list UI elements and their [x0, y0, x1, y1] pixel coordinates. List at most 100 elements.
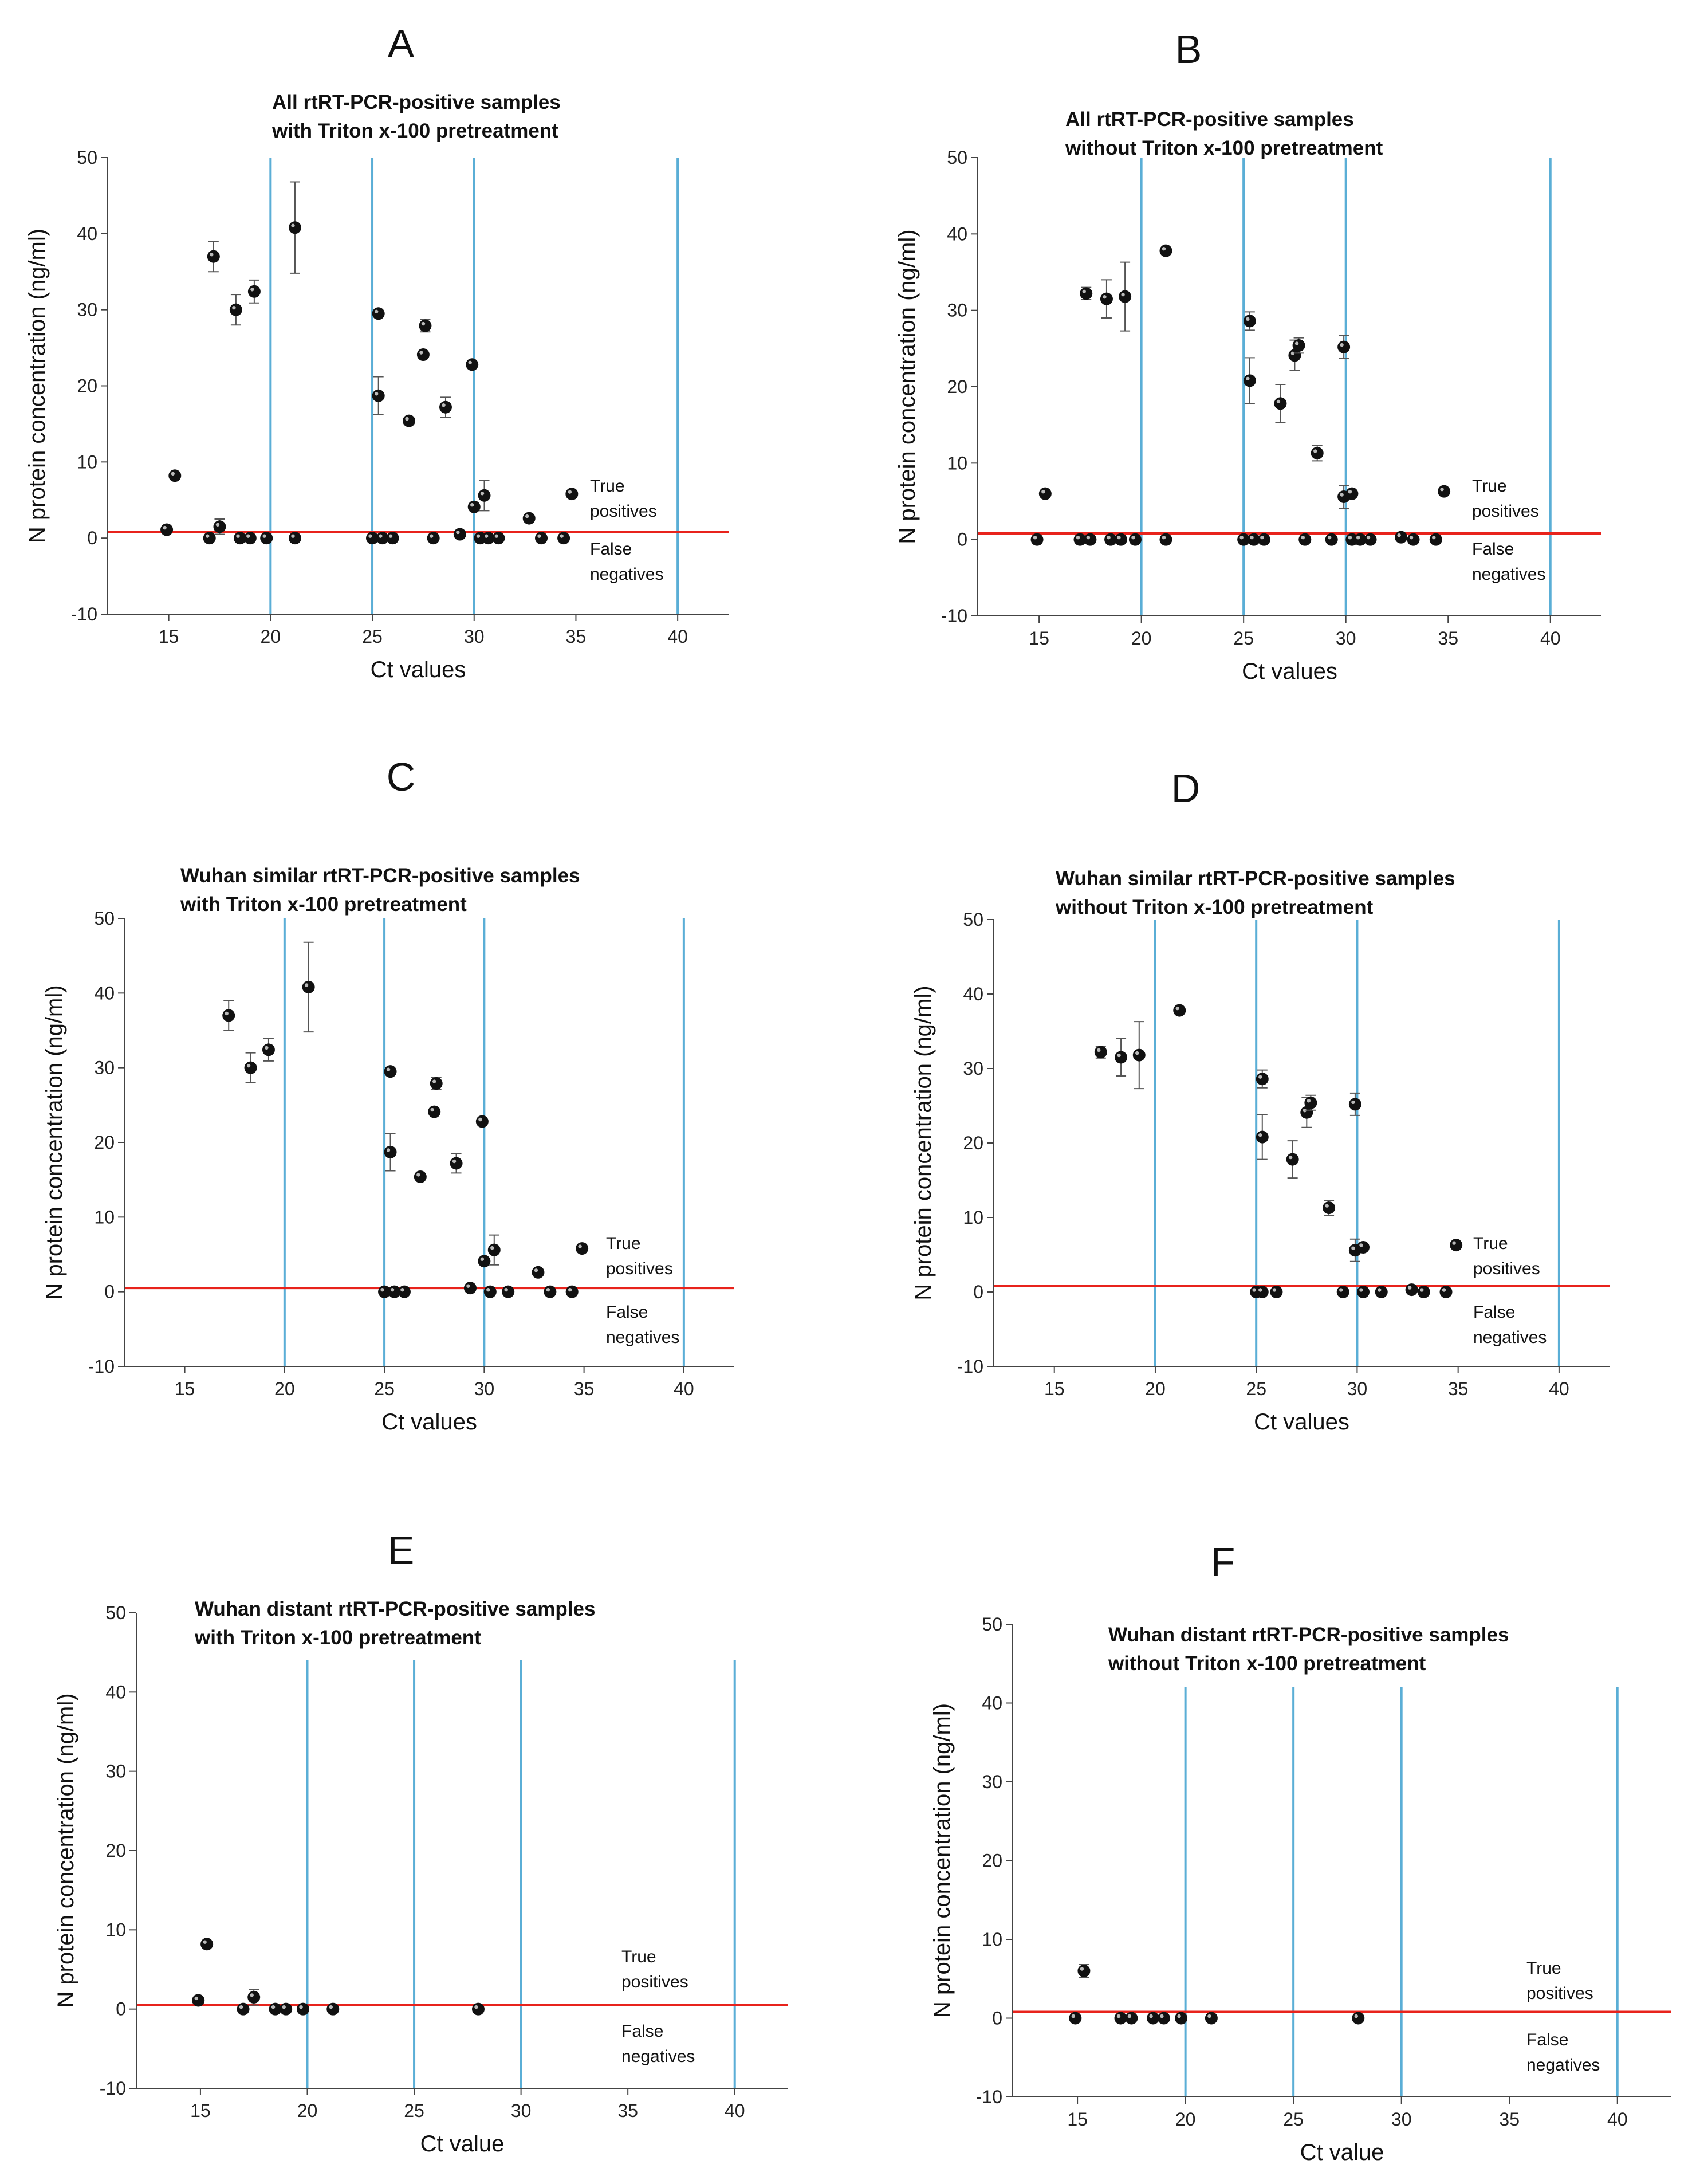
data-point	[1084, 533, 1097, 546]
data-point	[463, 1282, 477, 1295]
annotation-positives: positives	[1472, 502, 1539, 521]
data-point	[1407, 533, 1420, 546]
data-point-highlight	[1290, 351, 1295, 356]
data-point-highlight	[1258, 1133, 1262, 1137]
annotation-positives: positives	[606, 1259, 673, 1278]
x-tick-label: 30	[1391, 2109, 1412, 2130]
x-tick-label: 35	[566, 626, 587, 647]
data-point-highlight	[1258, 1075, 1262, 1079]
data-point	[1157, 2012, 1170, 2025]
y-tick-label: 50	[77, 147, 97, 168]
y-tick-label: -10	[88, 1356, 115, 1377]
x-tick-label: 15	[190, 2100, 211, 2121]
data-point	[471, 2002, 485, 2016]
data-point	[1115, 1051, 1128, 1064]
data-point-highlight	[368, 534, 372, 538]
y-tick-label: 20	[94, 1132, 115, 1153]
annotation-false: False	[1472, 540, 1514, 559]
data-point-highlight	[1258, 1288, 1262, 1292]
data-point-highlight	[1272, 1288, 1277, 1292]
data-point-highlight	[1307, 1099, 1311, 1103]
y-tick-label: 50	[982, 1614, 1002, 1635]
data-point-highlight	[1301, 535, 1305, 540]
data-point-highlight	[1348, 535, 1352, 540]
data-point-highlight	[468, 360, 472, 365]
data-point	[1132, 1048, 1146, 1062]
x-axis-label: Ct values	[1242, 659, 1337, 684]
data-point-highlight	[1351, 1100, 1355, 1105]
annotation-positives: positives	[590, 502, 657, 521]
data-point-highlight	[225, 1011, 229, 1016]
data-point	[1243, 315, 1256, 328]
chart-title: All rtRT-PCR-positive samples	[1065, 108, 1354, 131]
data-point-highlight	[442, 403, 446, 407]
data-point-highlight	[171, 472, 175, 476]
x-tick-label: 15	[1044, 1378, 1065, 1399]
data-point-highlight	[1252, 1288, 1256, 1292]
y-tick-label: 10	[94, 1207, 115, 1227]
data-point-highlight	[246, 534, 250, 538]
panel-letter: A	[388, 21, 415, 66]
data-point-highlight	[232, 305, 236, 310]
data-point-highlight	[388, 534, 393, 538]
data-point	[522, 512, 536, 525]
data-point-highlight	[494, 534, 499, 538]
data-point-highlight	[1452, 1241, 1456, 1245]
x-axis-label: Ct values	[381, 1409, 477, 1435]
data-point-highlight	[1076, 535, 1080, 540]
data-point-highlight	[1086, 535, 1091, 540]
data-point-highlight	[560, 534, 564, 538]
data-point	[288, 532, 301, 545]
data-point	[1094, 1046, 1107, 1059]
data-point-highlight	[271, 2005, 276, 2009]
annotation-false: False	[606, 1303, 648, 1322]
data-point	[450, 1157, 463, 1170]
data-point-highlight	[265, 1046, 269, 1050]
data-point-highlight	[329, 2005, 333, 2009]
data-point-highlight	[1246, 317, 1250, 321]
data-point-highlight	[1177, 2014, 1181, 2018]
data-point-highlight	[1103, 294, 1107, 299]
data-point-highlight	[1121, 292, 1125, 297]
data-point	[467, 500, 481, 513]
data-point	[213, 520, 226, 533]
chart-title: without Triton x-100 pretreatment	[1055, 896, 1374, 918]
data-point-highlight	[299, 2005, 303, 2009]
x-tick-label: 40	[1607, 2109, 1628, 2130]
data-point	[430, 1077, 443, 1090]
data-point	[576, 1242, 589, 1255]
data-point-highlight	[291, 223, 295, 227]
x-tick-label: 25	[362, 626, 383, 647]
panel-letter: D	[1171, 766, 1201, 811]
data-point-highlight	[1420, 1288, 1424, 1292]
y-tick-label: -10	[71, 604, 97, 624]
annotation-positives: positives	[621, 1973, 688, 1991]
data-point	[427, 532, 440, 545]
data-point-highlight	[478, 1117, 482, 1122]
data-point-highlight	[400, 1287, 404, 1292]
data-point	[1128, 533, 1142, 546]
annotation-true: True	[590, 477, 625, 496]
data-point-highlight	[1116, 2014, 1121, 2018]
y-tick-label: 10	[77, 451, 97, 472]
chart-title: All rtRT-PCR-positive samples	[272, 91, 561, 113]
annotation-negatives: negatives	[1526, 2056, 1600, 2075]
data-point-highlight	[1313, 449, 1317, 453]
data-point-highlight	[578, 1244, 582, 1248]
data-point	[1323, 1201, 1336, 1215]
data-point-highlight	[379, 534, 383, 538]
annotation-positives: positives	[1473, 1259, 1540, 1278]
x-tick-label: 20	[1145, 1378, 1166, 1399]
y-tick-label: 30	[77, 300, 97, 320]
y-axis-label: N protein concentration (ng/ml)	[930, 1703, 955, 2018]
data-point	[544, 1285, 557, 1298]
annotation-true: True	[1473, 1234, 1508, 1253]
data-point	[492, 532, 505, 545]
data-point-highlight	[1359, 1243, 1363, 1247]
x-axis-label: Ct values	[1254, 1409, 1349, 1435]
data-point	[483, 1285, 497, 1298]
x-tick-label: 40	[667, 626, 688, 647]
data-point	[1348, 1098, 1361, 1111]
data-point-highlight	[504, 1287, 508, 1292]
annotation-false: False	[1473, 1303, 1515, 1322]
